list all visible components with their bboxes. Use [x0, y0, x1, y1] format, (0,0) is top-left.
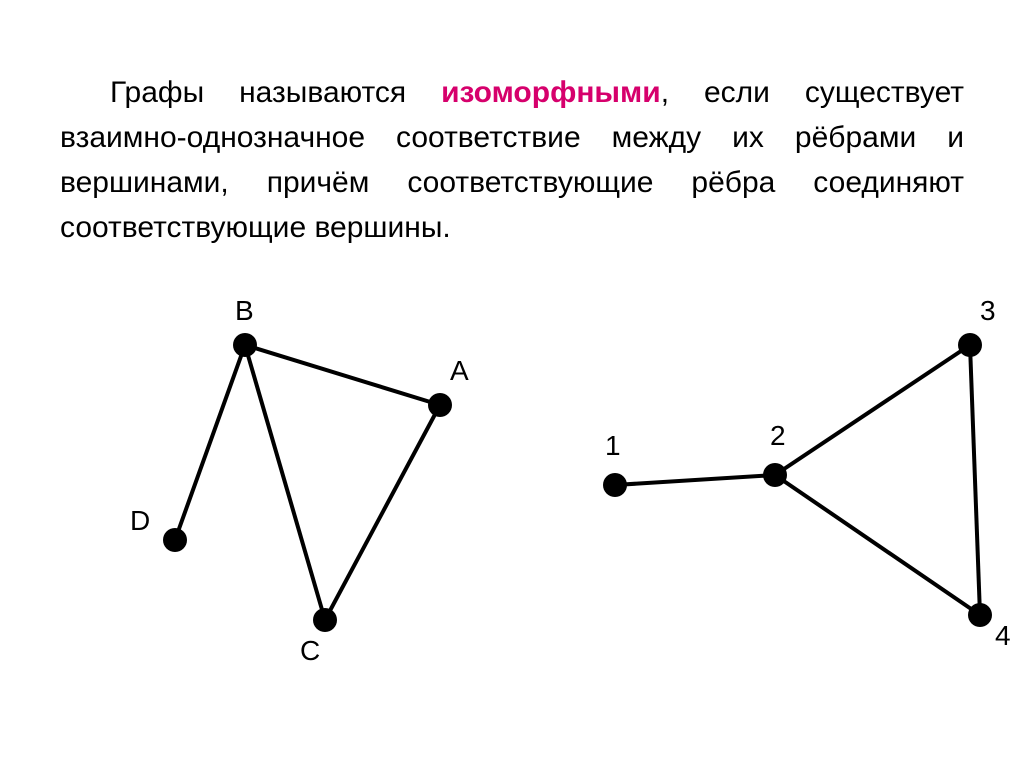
vertex-label: 4 — [995, 620, 1011, 651]
graph-vertex — [313, 608, 337, 632]
graph-vertex — [233, 333, 257, 357]
vertex-label: C — [300, 635, 320, 666]
graph-vertex — [603, 473, 627, 497]
graph-edge — [245, 345, 325, 620]
vertex-label: 1 — [605, 430, 621, 461]
graph-edge — [245, 345, 440, 405]
graph-edge — [175, 345, 245, 540]
graph-edge — [775, 475, 980, 615]
vertex-label: 3 — [980, 295, 996, 326]
definition-prefix: Графы называются — [110, 76, 441, 109]
graph-right-edges — [615, 345, 980, 615]
graph-vertex — [763, 463, 787, 487]
graph-right-labels: 1 2 3 4 — [605, 295, 1011, 651]
graph-edge — [615, 475, 775, 485]
graph-edge — [325, 405, 440, 620]
vertex-label: 2 — [770, 420, 786, 451]
graph-right: 1 2 3 4 — [550, 270, 1024, 690]
definition-text: Графы называются изоморфными, если сущес… — [60, 70, 964, 250]
vertex-label: D — [130, 505, 150, 536]
graph-edge — [775, 345, 970, 475]
graph-left: B A D C — [100, 270, 500, 690]
graph-vertex — [958, 333, 982, 357]
graph-vertex — [428, 393, 452, 417]
highlighted-term: изоморфными — [441, 76, 661, 109]
vertex-label: B — [235, 295, 254, 326]
graph-left-labels: B A D C — [130, 295, 469, 666]
graph-edge — [970, 345, 980, 615]
graph-left-edges — [175, 345, 440, 620]
graphs-container: BADC 1234 — [60, 270, 964, 690]
graph-left-vertices — [163, 333, 452, 632]
vertex-label: A — [450, 355, 469, 386]
graph-vertex — [968, 603, 992, 627]
graph-vertex — [163, 528, 187, 552]
